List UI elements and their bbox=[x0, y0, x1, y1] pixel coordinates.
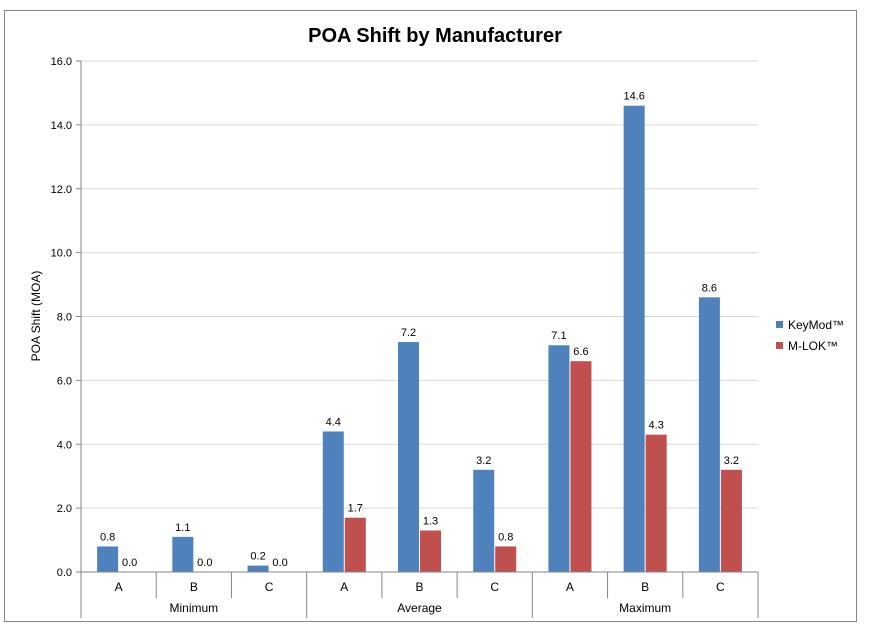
bar-keymod bbox=[398, 342, 419, 572]
bar-mlok bbox=[720, 469, 742, 572]
category-label: A bbox=[340, 580, 348, 594]
category-label: B bbox=[641, 580, 649, 594]
bar-keymod bbox=[623, 105, 645, 573]
data-label: 8.6 bbox=[702, 282, 717, 294]
y-tick-label: 4.0 bbox=[57, 439, 72, 451]
data-label: 0.8 bbox=[100, 531, 115, 543]
data-label: 6.6 bbox=[573, 346, 588, 358]
y-tick-label: 10.0 bbox=[51, 248, 72, 260]
bar-mlok bbox=[344, 517, 366, 572]
category-label: C bbox=[490, 580, 499, 594]
bars bbox=[97, 105, 742, 573]
data-label: 1.3 bbox=[423, 515, 438, 527]
data-label: 0.0 bbox=[197, 557, 212, 569]
bar-keymod bbox=[548, 345, 570, 572]
group-label: Minimum bbox=[169, 601, 218, 615]
legend-swatch bbox=[776, 342, 783, 349]
category-label: C bbox=[265, 580, 274, 594]
y-tick-label: 12.0 bbox=[51, 184, 72, 196]
y-axis-label: POA Shift (MOA) bbox=[29, 271, 43, 362]
data-label: 7.1 bbox=[551, 330, 566, 342]
y-tick-label: 2.0 bbox=[57, 503, 72, 515]
data-label: 14.6 bbox=[623, 91, 644, 103]
data-label: 3.2 bbox=[476, 455, 491, 467]
legend: KeyMod™ M-LOK™ bbox=[776, 318, 844, 353]
data-label: 0.0 bbox=[122, 557, 137, 569]
legend-swatch bbox=[776, 321, 783, 328]
chart-title: POA Shift by Manufacturer bbox=[308, 25, 562, 47]
group-label: Maximum bbox=[619, 601, 671, 615]
bar-mlok bbox=[570, 361, 592, 572]
category-label: B bbox=[190, 580, 198, 594]
bar-keymod bbox=[698, 297, 720, 572]
bar-keymod bbox=[247, 565, 269, 572]
bar-mlok bbox=[420, 530, 441, 572]
category-label: C bbox=[716, 580, 725, 594]
data-labels: 0.8 1.1 0.2 4.4 7.2 3.2 7.1 14.6 8.6 0.0 0.0 0.0 1.7… bbox=[100, 91, 739, 569]
bar-mlok bbox=[645, 434, 667, 572]
data-label: 0.2 bbox=[250, 551, 265, 563]
data-label: 0.0 bbox=[272, 557, 287, 569]
category-label: B bbox=[415, 580, 423, 594]
group-label: Average bbox=[397, 601, 442, 615]
bar-keymod bbox=[97, 546, 119, 572]
data-label: 0.8 bbox=[498, 531, 513, 543]
y-tick-label: 8.0 bbox=[57, 312, 72, 324]
y-tick-label: 14.0 bbox=[51, 120, 72, 132]
y-tick-label: 0.0 bbox=[57, 567, 72, 579]
data-label: 1.1 bbox=[175, 522, 190, 534]
gridlines bbox=[81, 60, 758, 509]
data-label: 4.3 bbox=[649, 420, 664, 432]
bar-mlok bbox=[495, 546, 517, 572]
y-tick-label: 6.0 bbox=[57, 375, 72, 387]
axes: 0.0 2.0 4.0 6.0 8.0 10.0 12.0 14.0 16.0 A B C A B C A B C… bbox=[51, 56, 759, 618]
bar-keymod bbox=[473, 469, 495, 572]
bar-keymod bbox=[322, 431, 344, 572]
category-label: A bbox=[566, 580, 574, 594]
category-label: A bbox=[115, 580, 123, 594]
legend-entry: M-LOK™ bbox=[788, 339, 838, 353]
data-label: 4.4 bbox=[326, 416, 341, 428]
bar-keymod bbox=[172, 536, 194, 572]
data-label: 7.2 bbox=[401, 327, 416, 339]
legend-entry: KeyMod™ bbox=[788, 318, 844, 332]
data-label: 1.7 bbox=[348, 503, 363, 515]
y-tick-label: 16.0 bbox=[51, 56, 72, 68]
data-label: 3.2 bbox=[724, 455, 739, 467]
